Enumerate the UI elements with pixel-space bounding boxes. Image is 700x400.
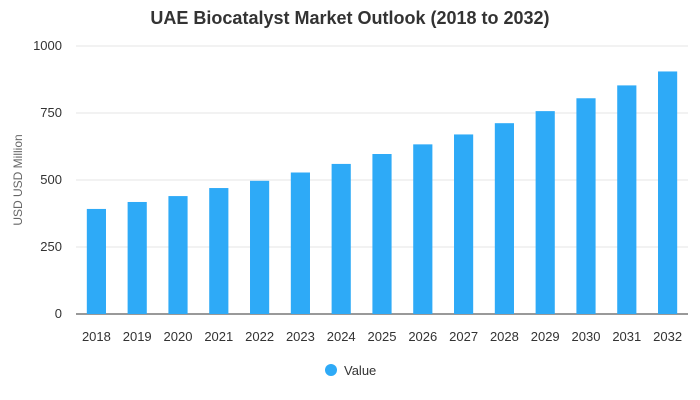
x-tick-label: 2027 xyxy=(449,329,478,344)
x-tick-label: 2029 xyxy=(531,329,560,344)
bar xyxy=(86,208,106,314)
legend-marker xyxy=(325,364,337,376)
bar xyxy=(209,188,229,314)
y-tick-label: 500 xyxy=(40,172,62,187)
x-tick-label: 2025 xyxy=(368,329,397,344)
y-tick-label: 750 xyxy=(40,105,62,120)
x-tick-label: 2030 xyxy=(572,329,601,344)
bar xyxy=(250,180,270,314)
chart-title: UAE Biocatalyst Market Outlook (2018 to … xyxy=(150,8,550,28)
bar xyxy=(413,144,433,314)
x-tick-label: 2019 xyxy=(123,329,152,344)
bar xyxy=(168,196,188,314)
x-tick-label: 2032 xyxy=(653,329,682,344)
bar xyxy=(290,172,310,314)
bar xyxy=(372,154,392,314)
bar xyxy=(331,163,351,314)
x-tick-label: 2018 xyxy=(82,329,111,344)
x-tick-label: 2026 xyxy=(408,329,437,344)
x-tick-label: 2020 xyxy=(164,329,193,344)
bar xyxy=(535,111,555,315)
bar xyxy=(454,134,474,314)
y-tick-label: 0 xyxy=(55,306,62,321)
y-axis-title: USD USD Million xyxy=(11,134,25,225)
bar xyxy=(576,98,596,314)
bar xyxy=(658,71,678,315)
y-tick-label: 1000 xyxy=(33,38,62,53)
bar xyxy=(127,201,147,314)
bar xyxy=(617,85,637,315)
x-tick-label: 2023 xyxy=(286,329,315,344)
y-tick-label: 250 xyxy=(40,239,62,254)
x-tick-label: 2024 xyxy=(327,329,356,344)
x-tick-label: 2028 xyxy=(490,329,519,344)
x-tick-label: 2031 xyxy=(612,329,641,344)
legend-label: Value xyxy=(344,363,376,378)
x-tick-label: 2021 xyxy=(204,329,233,344)
bar xyxy=(494,123,514,315)
x-tick-label: 2022 xyxy=(245,329,274,344)
